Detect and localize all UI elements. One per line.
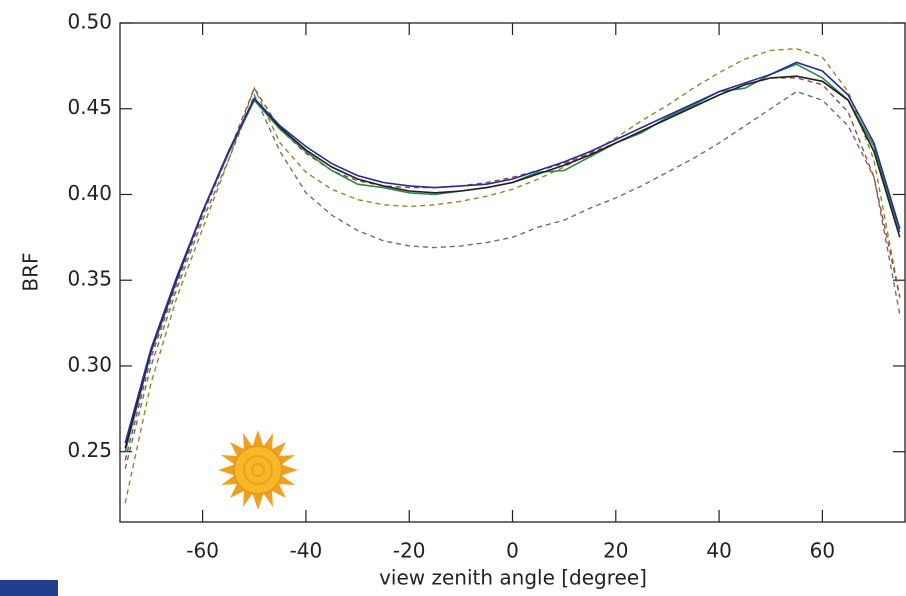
x-tick-label: -20 <box>393 539 426 563</box>
logo-block <box>0 580 58 596</box>
sun-icon <box>218 430 298 510</box>
x-tick-label: 0 <box>506 539 519 563</box>
x-axis-title: view zenith angle [degree] <box>379 566 647 590</box>
y-tick-label: 0.35 <box>67 267 112 291</box>
series-line <box>124 75 901 449</box>
x-tick-label: 20 <box>603 539 628 563</box>
y-tick-label: 0.50 <box>67 10 112 34</box>
series-line <box>124 47 901 504</box>
y-tick-label: 0.25 <box>67 438 112 462</box>
y-axis-title: BRF <box>19 252 43 291</box>
y-tick-label: 0.45 <box>67 95 112 119</box>
x-tick-label: 40 <box>706 539 731 563</box>
x-tick-label: -40 <box>290 539 323 563</box>
series-line <box>124 90 901 469</box>
y-tick-label: 0.40 <box>67 181 112 205</box>
x-tick-label: -60 <box>186 539 219 563</box>
x-tick-label: 60 <box>810 539 835 563</box>
y-tick-label: 0.30 <box>67 352 112 376</box>
series-line <box>124 77 901 461</box>
series-line <box>124 61 901 444</box>
plot-lines <box>124 47 901 504</box>
